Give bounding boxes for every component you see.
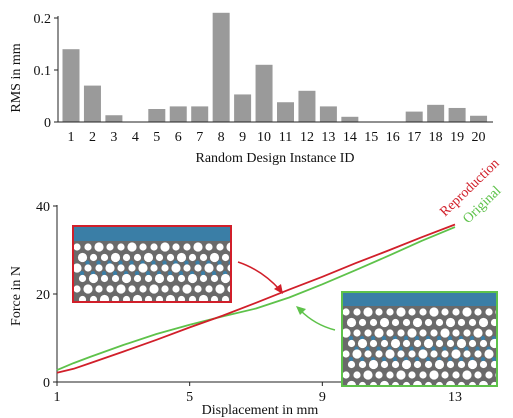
lattice-pattern-original xyxy=(342,307,497,386)
line-x-tick-label: 9 xyxy=(319,390,326,405)
reproduction-pointer-arrowhead xyxy=(274,284,283,294)
bar-20 xyxy=(470,115,488,122)
original-pointer-arrowhead xyxy=(296,306,306,315)
bar-x-tick-label: 8 xyxy=(218,130,225,145)
line-y-tick-label: 20 xyxy=(36,288,50,303)
reproduction-lattice-inset xyxy=(72,225,232,303)
bar-y-tick-label: 0 xyxy=(44,116,51,131)
bar-5 xyxy=(148,109,166,122)
bar-y-axis-title: RMS in mm xyxy=(9,43,24,112)
bar-2 xyxy=(83,85,101,122)
line-original xyxy=(56,226,456,371)
bar-x-tick-label: 18 xyxy=(429,130,443,145)
bar-x-tick-label: 13 xyxy=(321,130,335,145)
bar-x-tick-label: 11 xyxy=(279,130,292,145)
bar-17 xyxy=(405,111,423,122)
bar-x-tick-label: 9 xyxy=(239,130,246,145)
bar-x-tick-label: 19 xyxy=(450,130,464,145)
bar-3 xyxy=(105,115,123,122)
line-x-tick-label: 5 xyxy=(186,390,193,405)
bar-x-tick-label: 2 xyxy=(89,130,96,145)
bar-x-tick-labels: 1 2 3 4 5 6 7 8 9 10 11 12 13 14 15 16 17 18 19 20 xyxy=(68,130,486,145)
bar-y-tick-label: 0.2 xyxy=(34,12,52,27)
bar-series xyxy=(62,12,488,123)
bar-x-tick-label: 3 xyxy=(110,130,117,145)
bar-8 xyxy=(212,12,230,122)
line-x-ticks: 1 5 9 13 xyxy=(54,382,462,405)
line-series-group xyxy=(56,223,456,374)
bar-x-tick-label: 1 xyxy=(68,130,75,145)
line-y-tick-label: 0 xyxy=(43,376,50,391)
line-y-ticks: 0 20 40 xyxy=(36,200,57,391)
bar-14 xyxy=(341,116,359,122)
bar-x-tick-label: 20 xyxy=(472,130,486,145)
bar-11 xyxy=(277,102,294,122)
bar-x-tick-label: 7 xyxy=(196,130,203,145)
bar-x-tick-label: 4 xyxy=(132,130,139,145)
lattice-pattern-reproduction xyxy=(73,242,231,302)
bar-6 xyxy=(169,106,187,122)
bar-18 xyxy=(427,104,445,122)
bar-x-tick-label: 14 xyxy=(343,130,357,145)
reproduction-pointer-arrow xyxy=(237,261,281,291)
original-pointer-arrow xyxy=(299,309,336,331)
bar-y-ticks: 0 0.1 0.2 xyxy=(34,12,58,131)
line-reproduction xyxy=(56,223,456,374)
bar-9 xyxy=(234,94,252,122)
bar-x-tick-label: 15 xyxy=(364,130,378,145)
bar-1 xyxy=(62,49,80,123)
bar-x-tick-label: 6 xyxy=(175,130,182,145)
bar-x-tick-label: 12 xyxy=(300,130,314,145)
bar-x-tick-label: 16 xyxy=(386,130,400,145)
bar-12 xyxy=(298,90,316,122)
bar-10 xyxy=(255,64,273,122)
bar-chart: 1 2 3 4 5 6 7 8 9 10 11 12 13 14 15 16 17 18 19 20 00.10.2 … xyxy=(9,12,493,166)
line-x-tick-label: 1 xyxy=(54,390,61,405)
bar-13 xyxy=(319,106,337,122)
bar-x-tick-label: 10 xyxy=(257,130,271,145)
line-y-axis-title: Force in N xyxy=(9,266,24,326)
original-lattice-inset xyxy=(341,291,498,387)
bar-x-tick-label: 17 xyxy=(407,130,421,145)
line-x-axis-title: Displacement in mm xyxy=(202,403,319,418)
bar-19 xyxy=(448,107,466,122)
bar-7 xyxy=(191,106,209,122)
bar-x-tick-label: 5 xyxy=(153,130,160,145)
line-y-tick-label: 40 xyxy=(36,200,50,215)
bar-x-axis-title: Random Design Instance ID xyxy=(195,151,354,166)
line-x-tick-label: 13 xyxy=(448,390,462,405)
bar-y-tick-label: 0.1 xyxy=(34,64,52,79)
